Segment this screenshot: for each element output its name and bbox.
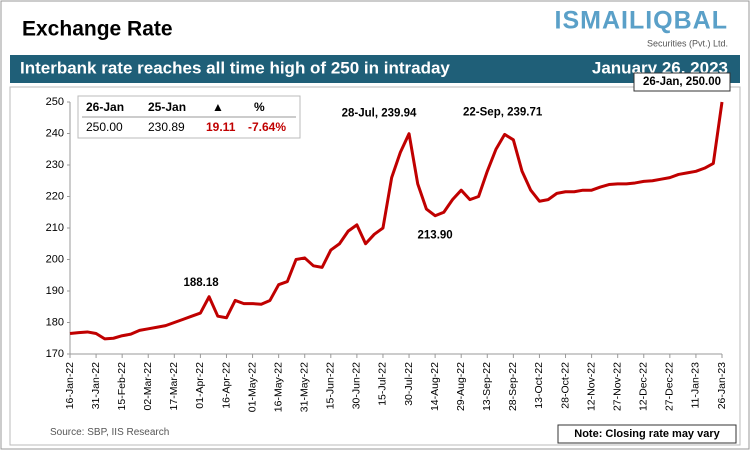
- table-header: ▲: [212, 100, 224, 114]
- y-tick-label: 200: [46, 253, 64, 265]
- x-tick-label: 28-Oct-22: [559, 362, 571, 409]
- annotation: 22-Sep, 239.71: [463, 106, 543, 118]
- x-tick-label: 27-Nov-22: [611, 362, 623, 411]
- table-header: 25-Jan: [148, 100, 186, 114]
- x-tick-label: 29-Aug-22: [455, 362, 467, 411]
- plot-frame: [9, 86, 741, 446]
- annotation-box: [633, 72, 731, 92]
- y-tick-label: 230: [46, 159, 64, 171]
- x-tick-label: 12-Nov-22: [585, 362, 597, 411]
- x-tick-label: 13-Oct-22: [533, 362, 545, 409]
- x-tick-label: 16-May-22: [272, 362, 284, 412]
- table-header: 26-Jan: [86, 100, 124, 114]
- x-tick-label: 15-Feb-22: [116, 362, 128, 411]
- x-tick-label: 26-Jan-23: [716, 362, 728, 409]
- annotation: 26-Jan, 250.00: [643, 76, 721, 88]
- x-tick-label: 16-Jan-22: [64, 362, 76, 409]
- y-tick-label: 210: [46, 222, 64, 234]
- x-tick-label: 16-Apr-22: [220, 362, 232, 409]
- y-tick-label: 240: [46, 127, 64, 139]
- x-tick-label: 11-Jan-23: [690, 362, 702, 409]
- x-tick-label: 15-Jun-22: [325, 362, 337, 409]
- banner-text: Interbank rate reaches all time high of …: [20, 58, 450, 77]
- x-tick-label: 17-Mar-22: [168, 362, 180, 411]
- x-tick-label: 13-Sep-22: [481, 362, 493, 411]
- x-tick-label: 31-May-22: [299, 362, 311, 412]
- annotation: 213.90: [418, 230, 453, 242]
- line: [69, 101, 724, 341]
- x-tick-label: 01-Apr-22: [194, 362, 206, 409]
- x-tick-label: 14-Aug-22: [429, 362, 441, 411]
- note-box: [557, 424, 737, 444]
- note: Note: Closing rate may vary: [574, 428, 720, 440]
- table-header: %: [254, 100, 265, 114]
- annotation: 28-Jul, 239.94: [342, 108, 417, 120]
- x-tick-label: 12-Dec-22: [638, 362, 650, 411]
- table-value: 19.11: [206, 120, 236, 134]
- logo: ISMAILIQBAL: [555, 7, 729, 35]
- x-tick-label: 01-May-22: [246, 362, 258, 412]
- x-tick-label: 31-Jan-22: [90, 362, 102, 409]
- y-tick-label: 220: [46, 190, 64, 202]
- x-tick-label: 30-Jul-22: [403, 362, 415, 406]
- annotation: 188.18: [183, 277, 219, 289]
- x-tick-label: 28-Sep-22: [507, 362, 519, 411]
- title: Exchange Rate: [22, 18, 173, 41]
- x-tick-label: 02-Mar-22: [142, 362, 154, 411]
- table-value: -7.64%: [248, 120, 286, 134]
- x-tick-label: 15-Jul-22: [377, 362, 389, 406]
- x-tick-label: 30-Jun-22: [351, 362, 363, 409]
- x-tick-label: 27-Dec-22: [664, 362, 676, 411]
- y-tick-label: 250: [46, 96, 64, 108]
- logo-sub: Securities (Pvt.) Ltd.: [647, 38, 728, 48]
- banner: [10, 55, 740, 83]
- table-value: 250.00: [86, 120, 123, 134]
- source: Source: SBP, IIS Research: [50, 427, 169, 438]
- y-tick-label: 180: [46, 316, 64, 328]
- y-tick-label: 190: [46, 285, 64, 297]
- table-value: 230.89: [148, 120, 185, 134]
- y-tick-label: 170: [46, 348, 64, 360]
